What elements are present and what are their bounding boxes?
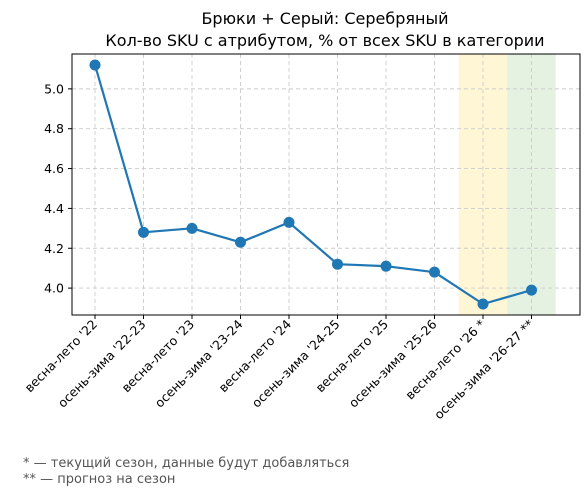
highlight-bands [458,54,556,315]
footnote-forecast: ** — прогноз на сезон [23,472,176,487]
axes [68,53,581,319]
data-point-2 [186,222,198,234]
y-tick-label-4: 4.8 [44,121,64,136]
data-point-9 [526,284,537,296]
data-point-5 [332,258,343,270]
y-tick-label-5: 5.0 [44,81,64,96]
x-tick-label-1: осень-зима '22-23 [55,317,149,411]
series-line [93,64,532,306]
highlight-band-1 [507,54,556,315]
chart-title: Брюки + Серый: Серебряный [201,9,448,28]
data-point-4 [283,216,295,228]
footnote-current-season: * — текущий сезон, данные будут добавлят… [23,456,350,471]
data-point-1 [138,226,149,238]
data-point-8 [477,298,489,310]
y-tick-label-0: 4.0 [44,281,64,296]
y-tick-label-1: 4.2 [44,241,64,256]
y-tick-label-3: 4.6 [44,161,64,176]
x-tick-label-3: осень-зима '23-24 [152,316,246,410]
x-tick-label-9: осень-зима '26-27 ** [431,317,537,423]
highlight-band-0 [458,54,508,315]
chart-subtitle: Кол-во SKU с атрибутом, % от всех SKU в … [105,31,544,50]
x-tick-label-5: осень-зима '24-25 [249,317,343,411]
data-point-3 [235,236,246,248]
plot-frame [71,53,581,316]
data-point-0 [89,59,101,71]
y-tick-label-2: 4.4 [44,201,64,216]
series-line-group [89,59,537,310]
data-point-6 [380,260,392,272]
data-point-7 [429,266,440,278]
x-tick-label-7: осень-зима '25-26 [346,316,440,410]
